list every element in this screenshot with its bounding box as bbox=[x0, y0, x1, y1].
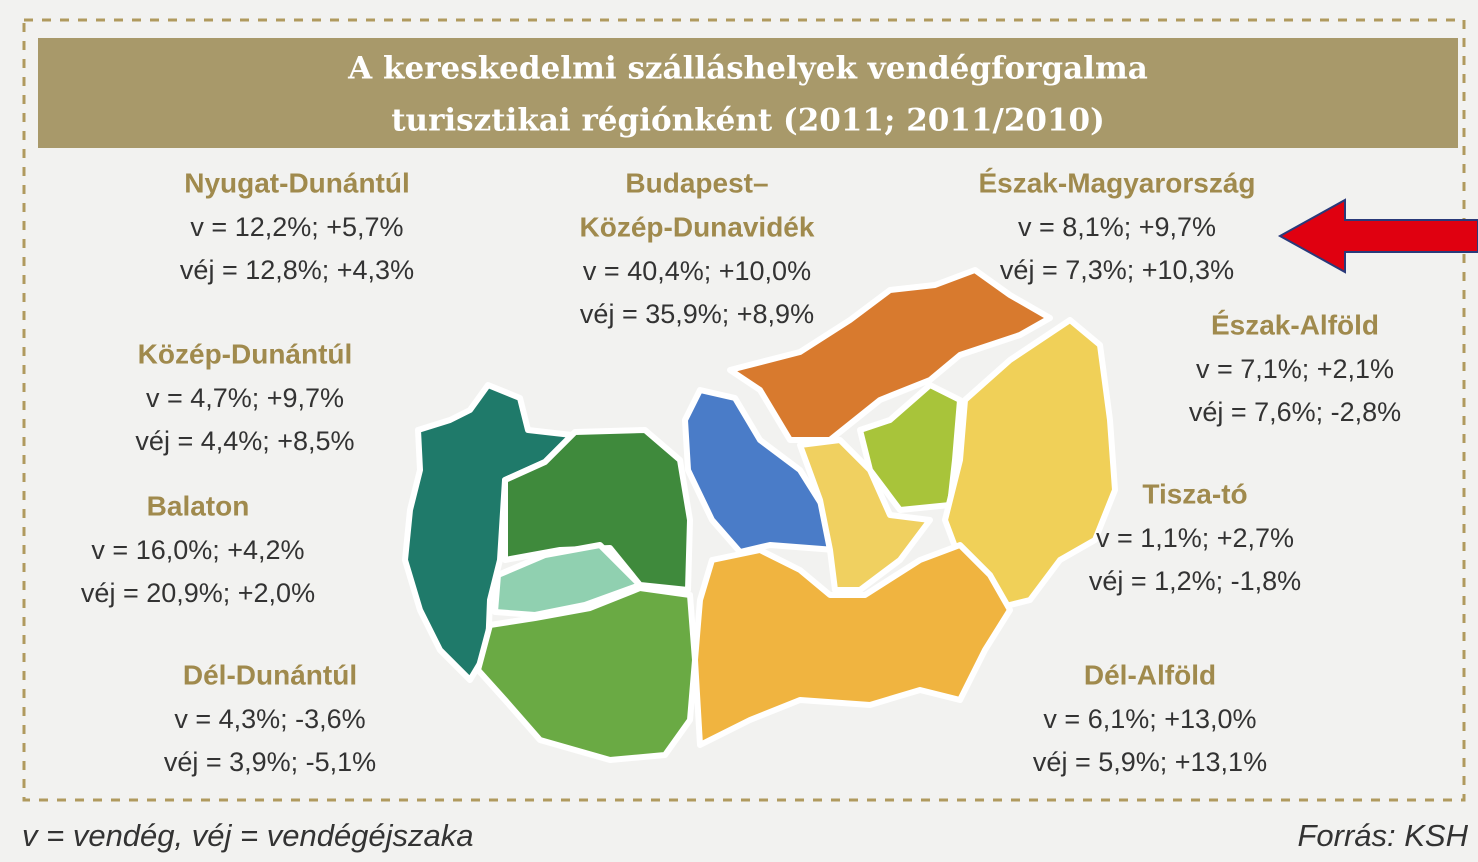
region-name: Észak-Alföld bbox=[1211, 309, 1379, 340]
title-line: turisztikai régiónként (2011; 2011/2010) bbox=[391, 103, 1105, 139]
region-guests: v = 12,2%; +5,7% bbox=[190, 212, 403, 242]
region-guests: v = 4,3%; -3,6% bbox=[174, 704, 365, 734]
region-guests: v = 6,1%; +13,0% bbox=[1043, 704, 1256, 734]
region-guests: v = 40,4%; +10,0% bbox=[583, 256, 811, 286]
region-name: Dél-Dunántúl bbox=[183, 659, 357, 690]
region-guests: v = 4,7%; +9,7% bbox=[146, 383, 344, 413]
region-name: Dél-Alföld bbox=[1084, 659, 1216, 690]
region-nights: véj = 35,9%; +8,9% bbox=[580, 299, 814, 329]
region-name: Észak-Magyarország bbox=[978, 167, 1255, 198]
region-name: Tisza-tó bbox=[1142, 478, 1247, 509]
region-nights: véj = 5,9%; +13,1% bbox=[1033, 747, 1267, 777]
region-name: Nyugat-Dunántúl bbox=[184, 167, 410, 198]
region-nights: véj = 1,2%; -1,8% bbox=[1089, 566, 1301, 596]
region-name: Balaton bbox=[147, 490, 250, 521]
region-guests: v = 1,1%; +2,7% bbox=[1096, 523, 1294, 553]
region-eszak-magyarorszag bbox=[727, 267, 1053, 443]
region-nights: véj = 7,3%; +10,3% bbox=[1000, 255, 1234, 285]
source-note: Forrás: KSH bbox=[1297, 818, 1468, 853]
region-nights: véj = 12,8%; +4,3% bbox=[180, 255, 414, 285]
region-tisza-to bbox=[857, 382, 963, 513]
region-del-alfold bbox=[692, 542, 1013, 748]
region-guests: v = 7,1%; +2,1% bbox=[1196, 354, 1394, 384]
region-guests: v = 16,0%; +4,2% bbox=[91, 535, 304, 565]
region-nights: véj = 7,6%; -2,8% bbox=[1189, 397, 1401, 427]
region-nights: véj = 4,4%; +8,5% bbox=[135, 426, 354, 456]
legend-note: v = vendég, véj = vendégéjszaka bbox=[22, 818, 474, 853]
region-nights: véj = 3,9%; -5,1% bbox=[164, 747, 376, 777]
region-labels: Nyugat-Dunántúl v = 12,2%; +5,7% véj = 12,… bbox=[81, 167, 1401, 777]
title-banner bbox=[38, 38, 1458, 148]
region-name: Budapest– bbox=[625, 167, 768, 198]
title-line: A kereskedelmi szálláshelyek vendégforga… bbox=[347, 51, 1148, 87]
region-nights: véj = 20,9%; +2,0% bbox=[81, 578, 315, 608]
region-guests: v = 8,1%; +9,7% bbox=[1018, 212, 1216, 242]
region-name: Közép-Dunavidék bbox=[580, 211, 815, 242]
hungary-map bbox=[402, 267, 1118, 763]
region-name: Közép-Dunántúl bbox=[138, 338, 353, 369]
region-budapest bbox=[682, 387, 838, 555]
region-kozep-dunavidek bbox=[797, 437, 933, 593]
dashed-frame bbox=[22, 18, 1466, 802]
pointer-arrow bbox=[1277, 198, 1478, 274]
